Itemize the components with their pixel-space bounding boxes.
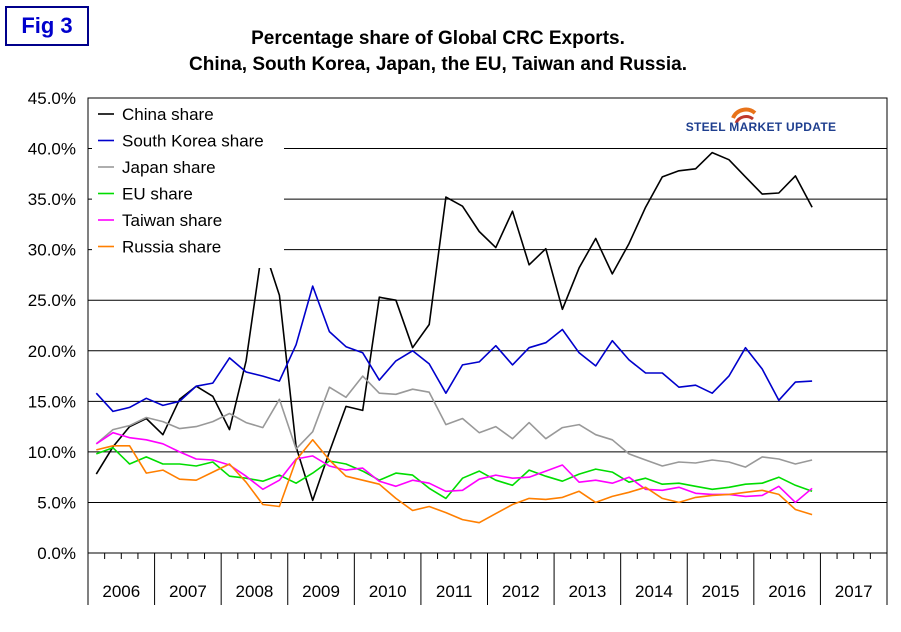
legend-entry: EU share [122, 185, 193, 204]
y-tick-label: 30.0% [28, 241, 76, 260]
series-line-japan-share [95, 375, 813, 468]
figure-label: Fig 3 [5, 6, 89, 46]
chart-subtitle: China, South Korea, Japan, the EU, Taiwa… [189, 54, 687, 75]
y-tick-label: 20.0% [28, 342, 76, 361]
logo-swoosh-orange-icon [731, 107, 757, 119]
x-tick-label: 2017 [835, 582, 873, 601]
x-tick-label: 2009 [302, 582, 340, 601]
steel-market-update-logo: STEEL MARKET UPDATE [686, 107, 837, 134]
logo-text: STEEL MARKET UPDATE [686, 120, 837, 134]
x-tick-label: 2014 [635, 582, 673, 601]
y-tick-label: 5.0% [37, 493, 76, 512]
x-tick-label: 2006 [102, 582, 140, 601]
x-tick-label: 2010 [369, 582, 407, 601]
x-tick-label: 2008 [236, 582, 274, 601]
x-tick-label: 2013 [568, 582, 606, 601]
x-tick-label: 2007 [169, 582, 207, 601]
series-line-south-korea-share [95, 285, 813, 413]
legend-entry: China share [122, 105, 214, 124]
x-tick-label: 2011 [436, 582, 473, 601]
series-line-eu-share [96, 446, 813, 500]
legend-background [92, 102, 284, 268]
legend-entry: South Korea share [122, 132, 264, 151]
series-lines [95, 151, 813, 524]
y-tick-label: 25.0% [28, 291, 76, 310]
legend-entry: Russia share [122, 238, 221, 257]
series-line-china-share [95, 151, 813, 502]
y-tick-label: 45.0% [28, 89, 76, 108]
x-tick-label: 2012 [502, 582, 540, 601]
x-tick-label: 2015 [702, 582, 740, 601]
x-tick-label: 2016 [768, 582, 806, 601]
legend-entry: Japan share [122, 158, 216, 177]
legend: China share South Korea share Japan share E… [92, 102, 284, 268]
y-tick-label: 15.0% [28, 392, 76, 411]
chart-title: Percentage share of Global CRC Exports. [251, 28, 625, 49]
y-tick-label: 40.0% [28, 140, 76, 159]
y-tick-label: 35.0% [28, 190, 76, 209]
y-tick-label: 0.0% [37, 544, 76, 563]
y-tick-label: 10.0% [28, 443, 76, 462]
legend-entry: Taiwan share [122, 211, 222, 230]
logo-swoosh-red-icon [734, 115, 754, 124]
series-line-taiwan-share [95, 431, 813, 504]
axes: 0.0% 5.0% 10.0% 15.0% 20.0% 25.0% 30.0% 35.0% 40… [28, 89, 888, 605]
series-line-russia-share [96, 438, 813, 524]
